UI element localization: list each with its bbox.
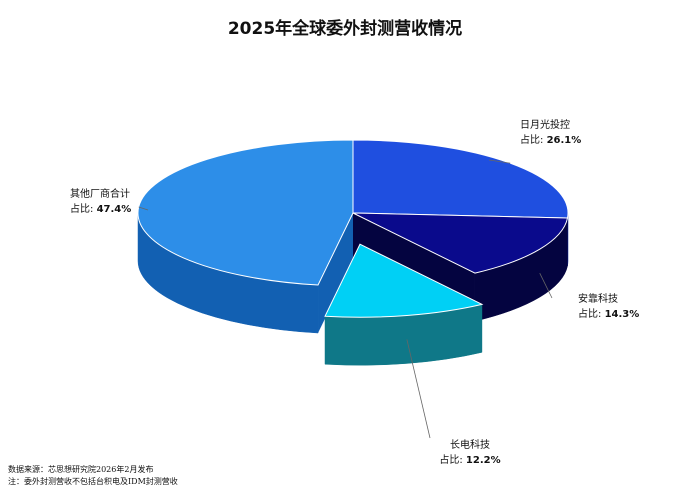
slice-1-name-label: 安靠科技: [578, 292, 618, 305]
slice-3-value-label: 占比: 47.4%: [70, 202, 131, 215]
slice-3-leader-line: [138, 206, 149, 211]
slice-0-top: [352, 139, 569, 219]
slice-2-leader-line: [406, 339, 431, 439]
slice-0-leader-line: [488, 159, 511, 164]
chart-notes: 数据来源：芯思想研究院2026年2月发布 注：委外封测营收不包括台积电及IDM封…: [8, 464, 178, 488]
slice-2-top: [324, 243, 484, 318]
chart-title: 2025年全球委外封测营收情况: [227, 19, 463, 39]
slice-2-name-label: 长电科技: [450, 438, 490, 451]
slice-3-cut-wall-0: [318, 213, 353, 334]
slice-2-value-label: 占比: 12.2%: [439, 453, 500, 466]
source-note: 数据来源：芯思想研究院2026年2月发布: [8, 465, 154, 474]
pie-tops: [137, 139, 569, 318]
slice-3-name-label: 其他厂商合计: [70, 187, 130, 200]
slice-0-value-label: 占比: 26.1%: [520, 133, 581, 146]
slice-1-top: [352, 212, 569, 274]
slice-1-value-label: 占比: 14.3%: [578, 307, 639, 320]
slice-0-name-label: 日月光投控: [520, 118, 570, 131]
remark-note: 注：委外封测营收不包括台积电及IDM封测营收: [8, 477, 178, 486]
slice-1-leader-line: [539, 272, 553, 299]
